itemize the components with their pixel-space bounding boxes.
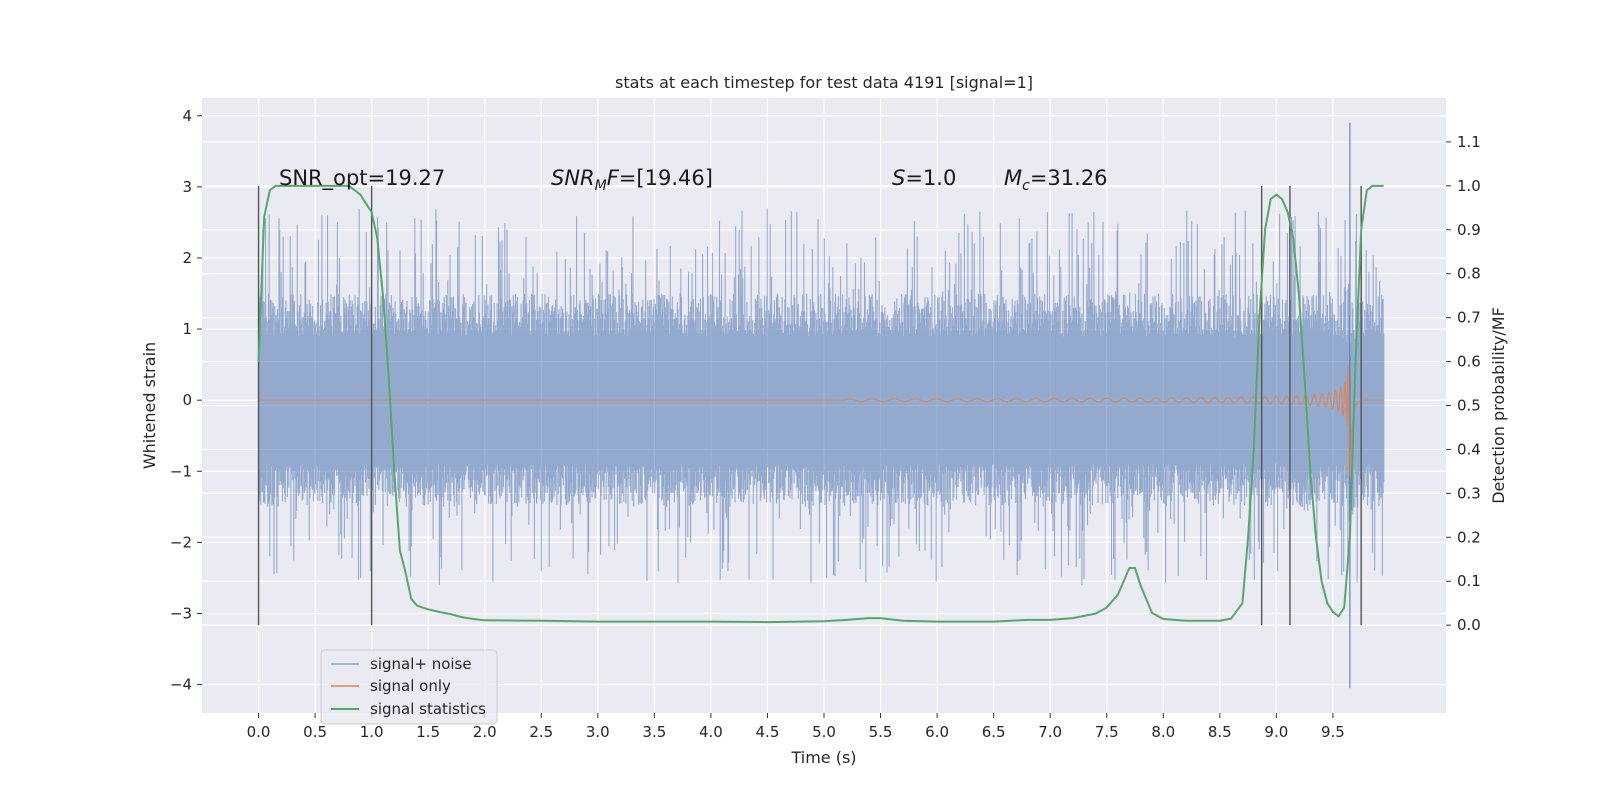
y-tick-label: −1 <box>170 462 192 480</box>
x-tick-label: 8.5 <box>1208 723 1232 741</box>
y-tick-label: 1 <box>182 320 192 338</box>
axis-ticks: 0.0 0.5 1.0 1.5 2.0 2.5 3.0 3.5 4.0 4.5 5.0 5.5 6.0 6… <box>170 107 1481 741</box>
y2-axis-label: Detection probability/MF <box>1489 307 1508 504</box>
annotations: SNR_opt=19.27 SNRMF=[19.46] S=1.0 Mc=31.… <box>279 166 1108 194</box>
x-tick-label: 2.5 <box>529 723 553 741</box>
y2-tick-label: 0.9 <box>1457 221 1481 239</box>
x-tick-label: 8.0 <box>1151 723 1175 741</box>
annotation-mc: Mc=31.26 <box>1004 166 1108 194</box>
legend-label-signal-only: signal only <box>370 677 451 695</box>
series-signal-noise <box>257 122 1385 689</box>
x-tick-label: 7.0 <box>1038 723 1062 741</box>
annotation-s-value: =1.0 <box>905 166 956 190</box>
annotation-mc-name: M <box>1004 166 1022 190</box>
y-tick-label: 0 <box>182 391 192 409</box>
annotation-s-name: S <box>892 166 905 190</box>
vertical-markers <box>257 185 1362 626</box>
legend-label-signal-statistics: signal statistics <box>370 700 486 718</box>
x-tick-label: 1.0 <box>360 723 384 741</box>
y-tick-label: −4 <box>170 676 192 694</box>
chart-title: stats at each timestep for test data 419… <box>615 73 1033 92</box>
y2-tick-label: 0.3 <box>1457 484 1481 502</box>
annotation-snr-mf: SNRMF=[19.46] <box>551 166 713 194</box>
x-tick-label: 7.5 <box>1095 723 1119 741</box>
annotation-mc-sub: c <box>1022 178 1030 194</box>
annotation-snr-mf-base: SNR <box>551 166 595 190</box>
x-tick-label: 3.0 <box>586 723 610 741</box>
annotation-snr-mf-sub: M <box>595 178 607 194</box>
x-tick-label: 3.5 <box>642 723 666 741</box>
statistics-line <box>257 184 1384 624</box>
y-tick-label: −3 <box>170 604 192 622</box>
series-signal-only <box>258 364 1384 477</box>
y2-tick-label: 1.0 <box>1457 177 1481 195</box>
y2-tick-label: 0.1 <box>1457 572 1481 590</box>
x-tick-label: 0.0 <box>247 723 271 741</box>
y2-tick-label: 0.4 <box>1457 440 1481 458</box>
x-tick-label: 4.0 <box>699 723 723 741</box>
x-tick-label: 1.5 <box>416 723 440 741</box>
x-tick-label: 0.5 <box>303 723 327 741</box>
signal-chirp-line <box>258 364 1384 477</box>
legend-label-signal-noise: signal+ noise <box>370 655 472 673</box>
y-tick-label: 2 <box>182 249 192 267</box>
annotation-snr-mf-value: =[19.46] <box>619 166 713 190</box>
legend-box <box>320 649 498 725</box>
y-axis-label: Whitened strain <box>140 342 159 469</box>
x-tick-label: 2.0 <box>473 723 497 741</box>
series-signal-statistics <box>257 184 1384 624</box>
x-tick-label: 4.5 <box>756 723 780 741</box>
annotation-mc-value: =31.26 <box>1030 166 1108 190</box>
x-tick-label: 5.5 <box>869 723 893 741</box>
x-axis-label: Time (s) <box>790 748 856 767</box>
y2-tick-label: 1.1 <box>1457 133 1481 151</box>
y2-tick-label: 0.8 <box>1457 265 1481 283</box>
y2-tick-label: 0.5 <box>1457 397 1481 415</box>
x-tick-label: 6.5 <box>982 723 1006 741</box>
y2-tick-label: 0.6 <box>1457 353 1481 371</box>
x-tick-label: 9.0 <box>1264 723 1288 741</box>
y-tick-label: −2 <box>170 533 192 551</box>
x-tick-label: 9.5 <box>1321 723 1345 741</box>
y2-tick-label: 0.7 <box>1457 309 1481 327</box>
x-tick-label: 6.0 <box>925 723 949 741</box>
annotation-snr-opt: SNR_opt=19.27 <box>279 166 445 191</box>
y-tick-label: 4 <box>182 107 192 125</box>
y2-tick-label: 0.0 <box>1457 616 1481 634</box>
x-tick-label: 5.0 <box>812 723 836 741</box>
y-tick-label: 3 <box>182 178 192 196</box>
annotation-s: S=1.0 <box>892 166 956 190</box>
annotation-snr-mf-tail: F <box>607 166 620 190</box>
y2-tick-label: 0.2 <box>1457 528 1481 546</box>
legend: signal+ noise signal only signal statist… <box>320 649 498 725</box>
